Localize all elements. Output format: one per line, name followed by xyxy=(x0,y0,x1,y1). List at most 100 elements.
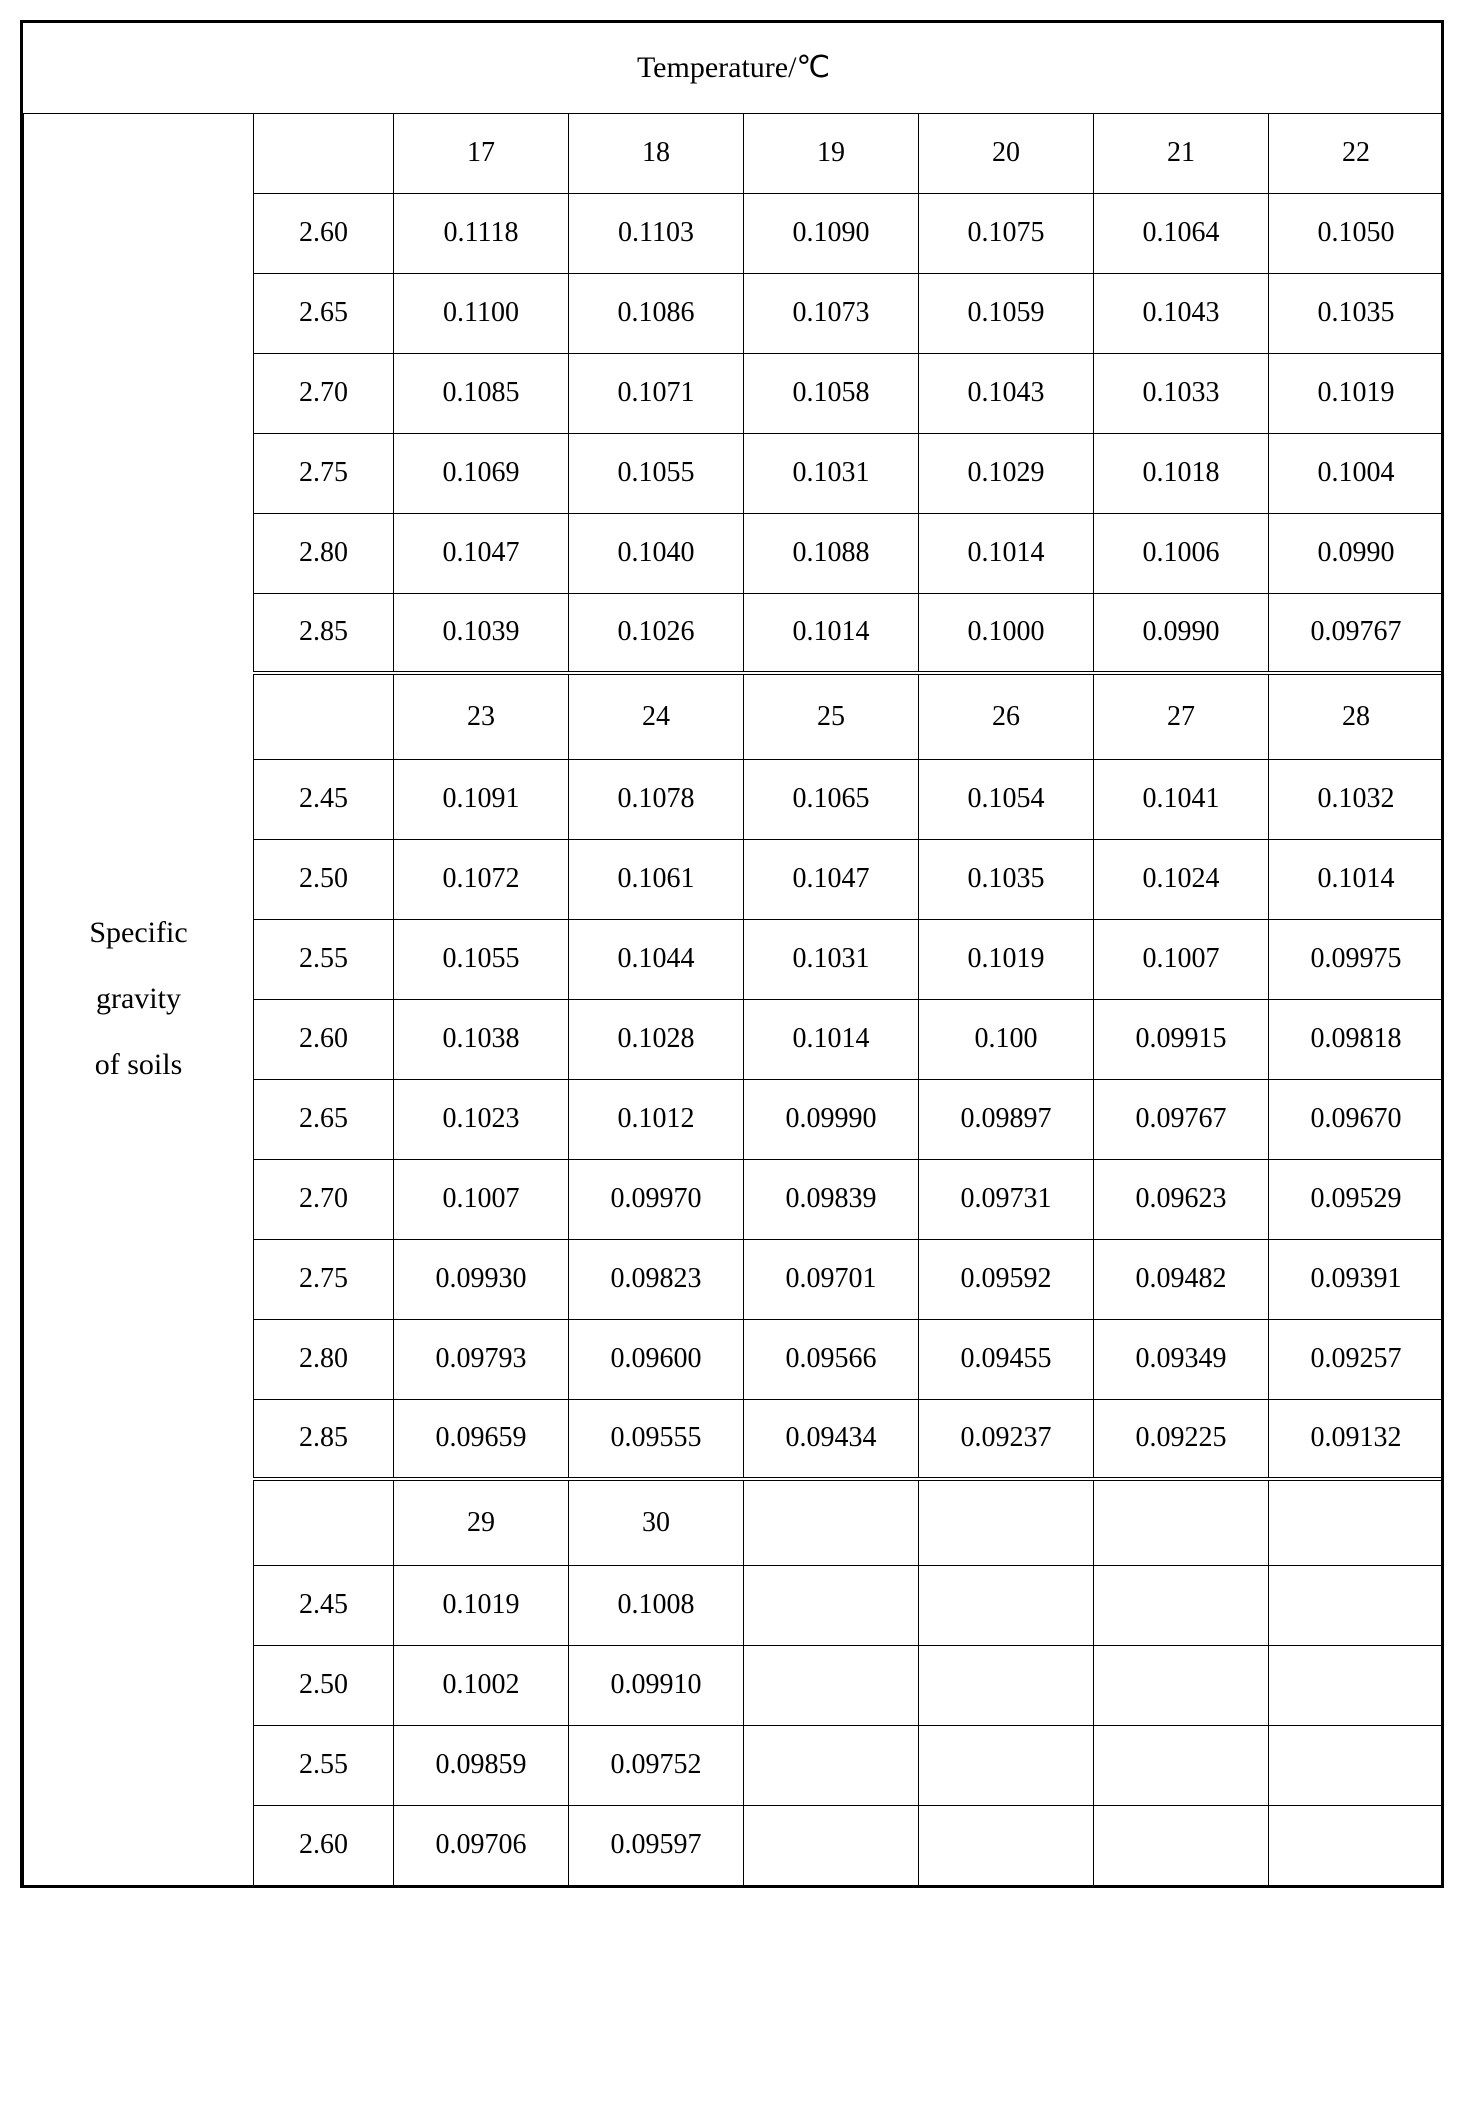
value-cell: 0.1055 xyxy=(569,433,744,513)
temperature-header: 20 xyxy=(919,113,1094,193)
temperature-header xyxy=(1094,1479,1269,1565)
value-cell: 0.09434 xyxy=(744,1399,919,1479)
value-cell: 0.1035 xyxy=(919,839,1094,919)
value-cell: 0.1047 xyxy=(394,513,569,593)
value-cell: 0.1018 xyxy=(1094,433,1269,513)
specific-gravity-cell: 2.80 xyxy=(254,513,394,593)
value-cell xyxy=(744,1805,919,1885)
value-cell: 0.1019 xyxy=(919,919,1094,999)
value-cell: 0.09555 xyxy=(569,1399,744,1479)
value-cell xyxy=(919,1645,1094,1725)
value-cell: 0.1024 xyxy=(1094,839,1269,919)
value-cell: 0.1000 xyxy=(919,593,1094,673)
specific-gravity-cell: 2.65 xyxy=(254,273,394,353)
value-cell: 0.09930 xyxy=(394,1239,569,1319)
value-cell: 0.09482 xyxy=(1094,1239,1269,1319)
value-cell: 0.1090 xyxy=(744,193,919,273)
value-cell: 0.09455 xyxy=(919,1319,1094,1399)
temperature-header xyxy=(744,1479,919,1565)
value-cell: 0.09915 xyxy=(1094,999,1269,1079)
specific-gravity-cell: 2.75 xyxy=(254,433,394,513)
specific-gravity-cell: 2.50 xyxy=(254,839,394,919)
value-cell: 0.1054 xyxy=(919,759,1094,839)
value-cell: 0.1065 xyxy=(744,759,919,839)
value-cell: 0.1050 xyxy=(1269,193,1444,273)
value-cell: 0.1064 xyxy=(1094,193,1269,273)
value-cell: 0.1088 xyxy=(744,513,919,593)
value-cell: 0.1008 xyxy=(569,1565,744,1645)
value-cell: 0.0990 xyxy=(1094,593,1269,673)
temperature-header: 19 xyxy=(744,113,919,193)
value-cell: 0.09970 xyxy=(569,1159,744,1239)
value-cell: 0.09623 xyxy=(1094,1159,1269,1239)
value-cell: 0.1043 xyxy=(1094,273,1269,353)
value-cell: 0.1085 xyxy=(394,353,569,433)
value-cell: 0.09818 xyxy=(1269,999,1444,1079)
value-cell: 0.1073 xyxy=(744,273,919,353)
value-cell: 0.09975 xyxy=(1269,919,1444,999)
value-cell: 0.1019 xyxy=(394,1565,569,1645)
value-cell: 0.09597 xyxy=(569,1805,744,1885)
value-cell: 0.1061 xyxy=(569,839,744,919)
specific-gravity-cell: 2.60 xyxy=(254,999,394,1079)
value-cell: 0.1014 xyxy=(744,999,919,1079)
temperature-header: 22 xyxy=(1269,113,1444,193)
temperature-header: 30 xyxy=(569,1479,744,1565)
temperature-header xyxy=(1269,1479,1444,1565)
value-cell: 0.1043 xyxy=(919,353,1094,433)
value-cell: 0.1014 xyxy=(744,593,919,673)
value-cell: 0.1058 xyxy=(744,353,919,433)
value-cell: 0.1055 xyxy=(394,919,569,999)
value-cell: 0.1059 xyxy=(919,273,1094,353)
value-cell: 0.09592 xyxy=(919,1239,1094,1319)
value-cell: 0.1035 xyxy=(1269,273,1444,353)
value-cell: 0.09897 xyxy=(919,1079,1094,1159)
value-cell: 0.1040 xyxy=(569,513,744,593)
value-cell: 0.1047 xyxy=(744,839,919,919)
value-cell: 0.1100 xyxy=(394,273,569,353)
value-cell: 0.1069 xyxy=(394,433,569,513)
value-cell: 0.0990 xyxy=(1269,513,1444,593)
value-cell xyxy=(1094,1645,1269,1725)
value-cell xyxy=(744,1725,919,1805)
sg-header-blank xyxy=(254,113,394,193)
value-cell: 0.1086 xyxy=(569,273,744,353)
temperature-header: 24 xyxy=(569,673,744,759)
value-cell: 0.09670 xyxy=(1269,1079,1444,1159)
value-cell: 0.09566 xyxy=(744,1319,919,1399)
value-cell xyxy=(744,1645,919,1725)
data-table: Temperature/℃Specificgravityof soils1718… xyxy=(23,23,1444,1885)
value-cell: 0.1012 xyxy=(569,1079,744,1159)
specific-gravity-cell: 2.55 xyxy=(254,919,394,999)
specific-gravity-cell: 2.85 xyxy=(254,1399,394,1479)
value-cell: 0.1007 xyxy=(1094,919,1269,999)
value-cell: 0.09132 xyxy=(1269,1399,1444,1479)
temperature-header: 25 xyxy=(744,673,919,759)
value-cell: 0.1103 xyxy=(569,193,744,273)
sg-header-blank xyxy=(254,1479,394,1565)
value-cell: 0.09257 xyxy=(1269,1319,1444,1399)
value-cell: 0.09859 xyxy=(394,1725,569,1805)
value-cell: 0.09752 xyxy=(569,1725,744,1805)
value-cell: 0.09767 xyxy=(1269,593,1444,673)
value-cell: 0.09767 xyxy=(1094,1079,1269,1159)
value-cell: 0.1071 xyxy=(569,353,744,433)
value-cell: 0.09391 xyxy=(1269,1239,1444,1319)
temperature-header: 18 xyxy=(569,113,744,193)
value-cell: 0.1004 xyxy=(1269,433,1444,513)
value-cell: 0.09701 xyxy=(744,1239,919,1319)
value-cell: 0.1032 xyxy=(1269,759,1444,839)
side-label: Specificgravityof soils xyxy=(24,113,254,1885)
specific-gravity-cell: 2.70 xyxy=(254,353,394,433)
value-cell: 0.09793 xyxy=(394,1319,569,1399)
value-cell: 0.1007 xyxy=(394,1159,569,1239)
specific-gravity-cell: 2.80 xyxy=(254,1319,394,1399)
specific-gravity-cell: 2.75 xyxy=(254,1239,394,1319)
temperature-header: 21 xyxy=(1094,113,1269,193)
value-cell: 0.1031 xyxy=(744,919,919,999)
specific-gravity-cell: 2.45 xyxy=(254,1565,394,1645)
value-cell: 0.1031 xyxy=(744,433,919,513)
temperature-header: 27 xyxy=(1094,673,1269,759)
value-cell: 0.09910 xyxy=(569,1645,744,1725)
sg-header-blank xyxy=(254,673,394,759)
